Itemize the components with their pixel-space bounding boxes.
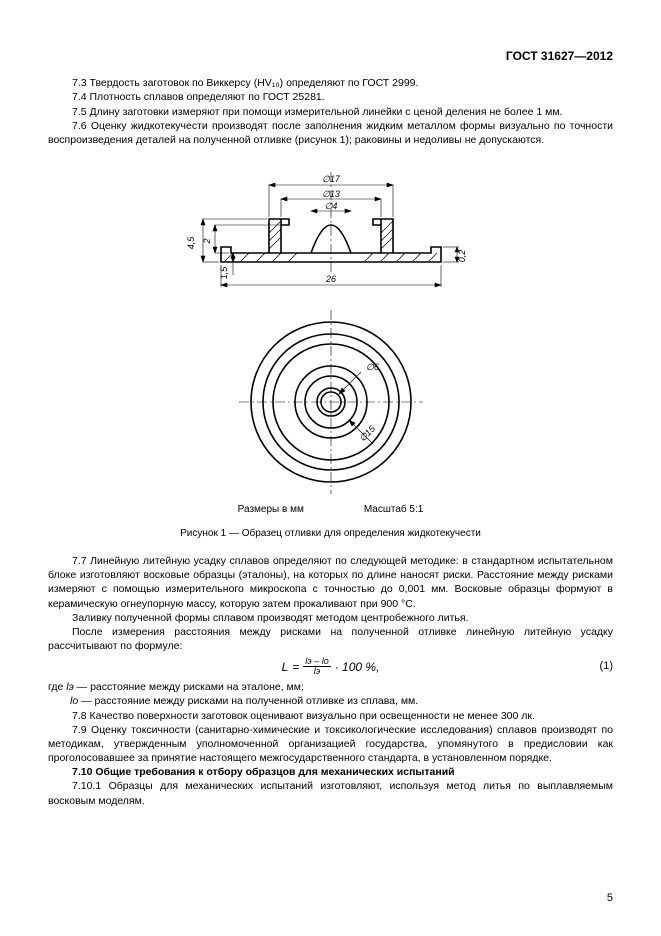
- dim-d4: ∅4: [324, 201, 337, 211]
- formula-frac: lэ – lо lэ: [303, 657, 330, 676]
- figure-1: ∅17 ∅13 ∅4 26 4,5 2 1,5 0,2: [48, 157, 613, 517]
- dim-1-5: 1,5: [219, 266, 229, 280]
- page: ГОСТ 31627—2012 7.3 Твердость заготовок …: [0, 0, 661, 936]
- equation-number: (1): [600, 659, 613, 674]
- para-7-7c: После измерения расстояния между рисками…: [48, 625, 613, 653]
- para-7-3: 7.3 Твердость заготовок по Виккерсу (HV₁…: [48, 76, 613, 90]
- formula-L: L: [282, 659, 289, 675]
- figure-caption: Рисунок 1 — Образец отливки для определе…: [48, 527, 613, 541]
- para-7-8: 7.8 Качество поверхности заготовок оцени…: [48, 709, 613, 723]
- where-l2: — расстояние между рисками на полученной…: [81, 695, 418, 707]
- dim-2: 2: [202, 239, 212, 245]
- page-number: 5: [607, 891, 613, 906]
- para-7-9: 7.9 Оценку токсичности (санитарно-химиче…: [48, 723, 613, 766]
- sym-le: lэ: [66, 681, 74, 693]
- section-7-10: 7.10 Общие требования к отбору образцов …: [48, 765, 613, 779]
- para-7-5: 7.5 Длину заготовки измеряют при помощи …: [48, 105, 613, 119]
- dims-label: Размеры в мм: [238, 503, 304, 517]
- doc-code: ГОСТ 31627—2012: [48, 48, 613, 64]
- where-label: где: [48, 681, 63, 693]
- para-7-6: 7.6 Оценку жидкотекучести производят пос…: [48, 119, 613, 147]
- dim-d17: ∅17: [322, 174, 341, 184]
- para-7-7: 7.7 Линейную литейную усадку сплавов опр…: [48, 554, 613, 611]
- sym-lo: lо: [70, 695, 78, 707]
- dim-0-2: 0,2: [457, 250, 467, 263]
- formula-eq: =: [292, 659, 299, 675]
- dim-26: 26: [324, 274, 335, 284]
- where-l1: — расстояние между рисками на эталоне, м…: [77, 681, 304, 693]
- para-7-4: 7.4 Плотность сплавов определяют по ГОСТ…: [48, 90, 613, 104]
- dim-d13: ∅13: [322, 189, 340, 199]
- figure-drawing: ∅17 ∅13 ∅4 26 4,5 2 1,5 0,2: [181, 157, 481, 497]
- formula-den: lэ: [312, 667, 322, 676]
- figure-subcaption-row: Размеры в мм Масштаб 5:1: [48, 503, 613, 517]
- dim-d6: ∅6: [366, 362, 379, 372]
- para-7-7b: Заливку полученной формы сплавом произво…: [48, 611, 613, 625]
- para-7-10-1: 7.10.1 Образцы для механических испытани…: [48, 779, 613, 807]
- formula-mult: · 100 %,: [335, 659, 380, 675]
- formula-1: L = lэ – lо lэ · 100 %, (1): [48, 657, 613, 676]
- scale-label: Масштаб 5:1: [364, 503, 423, 517]
- where-line-2: lо — расстояние между рисками на получен…: [48, 694, 613, 708]
- where-line-1: где lэ — расстояние между рисками на эта…: [48, 680, 613, 694]
- dim-4-5: 4,5: [186, 236, 196, 250]
